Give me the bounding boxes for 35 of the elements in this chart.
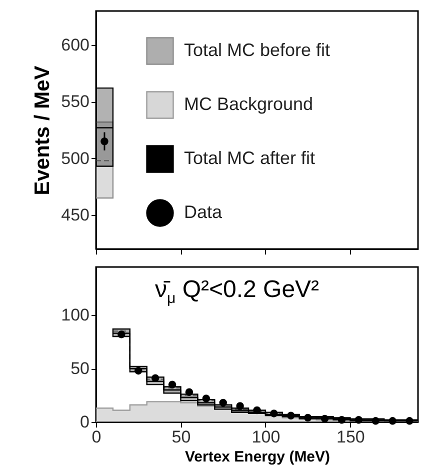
point [236,402,244,410]
point [320,414,329,423]
point [338,416,346,424]
point [287,412,295,420]
y-axis-title: Events / MeV [31,66,54,196]
y-tick-label: 500 [61,148,90,168]
point [270,410,278,418]
legend-label: Data [184,202,224,222]
point [219,398,227,407]
annotation: ν̄$_{μ}$ Q²<0.2 GeV² [155,276,320,307]
y-tick-label: 100 [61,306,90,325]
point [372,417,380,425]
x-tick-label: 0 [92,428,102,446]
legend-label: MC Background [184,94,314,114]
point [388,417,396,425]
point [168,380,176,388]
x-axis-title: Vertex Energy (MeV) [184,448,330,466]
point [134,366,142,375]
point [185,388,194,396]
y-tick-label: 550 [61,92,90,112]
y-tick-label: 600 [61,36,90,54]
legend-label: Total MC before fit [184,40,330,60]
x-tick-label: 50 [172,428,191,446]
x-tick-label: 150 [336,428,365,446]
point [304,414,312,422]
point [406,417,414,425]
point [253,406,261,414]
y-tick-label: 0 [80,412,90,432]
y-tick-label: 450 [61,206,90,224]
point [118,330,126,338]
point [202,394,210,402]
legend-label: Total MC after fit [184,148,316,168]
x-tick-label: 100 [252,428,280,446]
y-tick-label: 50 [70,359,90,378]
point [354,416,363,424]
